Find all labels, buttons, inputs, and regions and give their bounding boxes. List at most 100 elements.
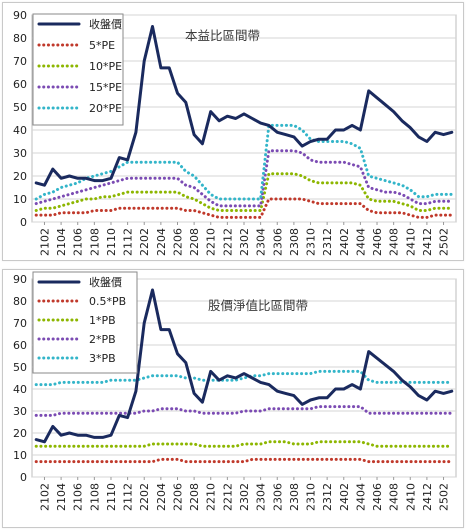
y-tick-label: 40 <box>13 383 27 396</box>
y-tick-label: 10 <box>13 449 27 462</box>
x-tick-label: 2312 <box>321 483 334 511</box>
y-tick-label: 30 <box>13 405 27 418</box>
y-tick-label: 60 <box>13 78 27 91</box>
y-tick-label: 20 <box>13 170 27 183</box>
series-line-4 <box>34 369 454 387</box>
x-tick-label: 2102 <box>38 483 51 511</box>
legend: 收盤價 0.5*PB 1*PB 2*PB 3*PB <box>32 271 138 374</box>
legend-label: 收盤價 <box>89 17 122 31</box>
y-tick-label: 70 <box>13 55 27 68</box>
x-tick-label: 2110 <box>105 228 118 256</box>
x-tick-label: 2108 <box>88 483 101 511</box>
x-tick-label: 2212 <box>221 228 234 256</box>
x-tick-label: 2204 <box>155 228 168 256</box>
x-tick-label: 2410 <box>404 228 417 256</box>
x-tick-label: 2206 <box>171 483 184 511</box>
series-line-3 <box>34 149 454 208</box>
x-tick-label: 2208 <box>188 228 201 256</box>
x-tick-label: 2402 <box>338 483 351 511</box>
x-tick-label: 2402 <box>338 228 351 256</box>
x-tick-label: 2104 <box>55 483 68 511</box>
x-tick-label: 2404 <box>354 228 367 256</box>
series-line-0 <box>34 25 454 187</box>
x-tick-label: 2110 <box>105 483 118 511</box>
series-line-1 <box>34 197 454 219</box>
x-tick-label: 2412 <box>421 483 434 511</box>
x-tick-label: 2102 <box>38 228 51 256</box>
legend-label: 收盤價 <box>89 275 122 289</box>
x-tick-label: 2310 <box>305 228 318 256</box>
series-line-2 <box>34 440 454 448</box>
legend-label: 1*PB <box>89 314 116 327</box>
series-line-2 <box>34 172 454 212</box>
y-tick-label: 90 <box>13 273 27 286</box>
x-tick-label: 2502 <box>438 483 451 511</box>
legend-label: 5*PE <box>89 39 115 52</box>
y-tick-label: 40 <box>13 124 27 137</box>
y-tick-label: 30 <box>13 147 27 160</box>
x-tick-label: 2212 <box>221 483 234 511</box>
x-tick-label: 2104 <box>55 228 68 256</box>
x-tick-label: 2210 <box>205 228 218 256</box>
x-tick-label: 2112 <box>122 228 135 256</box>
x-tick-label: 2406 <box>371 483 384 511</box>
x-tick-label: 2410 <box>404 483 417 511</box>
x-tick-label: 2204 <box>155 483 168 511</box>
x-tick-label: 2408 <box>388 228 401 256</box>
x-tick-label: 2406 <box>371 228 384 256</box>
x-tick-label: 2302 <box>238 483 251 511</box>
pe-band-chart-svg: 0 10 20 30 40 50 60 70 80 90 2102 2104 2106 2108 2110 2… <box>13 9 457 256</box>
legend-label: 20*PE <box>89 102 122 115</box>
x-tick-label: 2306 <box>271 483 284 511</box>
series-line-4 <box>34 123 454 201</box>
x-tick-label: 2302 <box>238 228 251 256</box>
x-tick-label: 2408 <box>388 483 401 511</box>
y-tick-label: 20 <box>13 427 27 440</box>
pb-band-chart-svg: 0 10 20 30 40 50 60 70 80 90 2102 2104 2106 2108 2110 2… <box>13 271 457 511</box>
y-tick-label: 50 <box>13 361 27 374</box>
x-tick-label: 2502 <box>438 228 451 256</box>
series-line-0 <box>34 288 454 444</box>
x-tick-label: 2108 <box>88 228 101 256</box>
legend-label: 3*PB <box>89 352 116 365</box>
legend-label: 10*PE <box>89 60 122 73</box>
series-line-3 <box>34 405 454 417</box>
y-tick-label: 0 <box>20 216 27 229</box>
y-tick-label: 80 <box>13 295 27 308</box>
x-tick-label: 2308 <box>288 228 301 256</box>
y-tick-label: 50 <box>13 101 27 114</box>
x-tick-label: 2202 <box>138 483 151 511</box>
pe-band-chart: 0 10 20 30 40 50 60 70 80 90 2102 2104 2106 2108 2110 2… <box>2 2 464 261</box>
legend-label: 2*PB <box>89 333 116 346</box>
legend: 收盤價 5*PE 10*PE 15*PE 20*PE <box>32 13 124 126</box>
x-tick-label: 2208 <box>188 483 201 511</box>
y-tick-label: 0 <box>20 471 27 484</box>
chart-title: 股價淨值比區間帶 <box>208 298 308 313</box>
x-tick-label: 2412 <box>421 228 434 256</box>
y-tick-label: 90 <box>13 9 27 22</box>
x-tick-label: 2206 <box>171 228 184 256</box>
x-tick-label: 2308 <box>288 483 301 511</box>
x-tick-label: 2210 <box>205 483 218 511</box>
x-tick-label: 2306 <box>271 228 284 256</box>
legend-label: 0.5*PB <box>89 295 126 308</box>
pb-band-chart: 0 10 20 30 40 50 60 70 80 90 2102 2104 2106 2108 2110 2… <box>2 269 464 528</box>
x-tick-label: 2202 <box>138 228 151 256</box>
y-tick-label: 60 <box>13 339 27 352</box>
legend-box <box>32 13 124 126</box>
y-tick-label: 70 <box>13 317 27 330</box>
x-tick-label: 2112 <box>122 483 135 511</box>
legend-box <box>32 271 138 374</box>
x-tick-label: 2404 <box>354 483 367 511</box>
x-tick-label: 2106 <box>72 228 85 256</box>
series-line-1 <box>34 457 454 464</box>
y-tick-label: 10 <box>13 193 27 206</box>
legend-label: 15*PE <box>89 81 122 94</box>
chart-title: 本益比區間帶 <box>185 28 260 43</box>
x-tick-label: 2106 <box>72 483 85 511</box>
x-tick-label: 2312 <box>321 228 334 256</box>
x-tick-label: 2304 <box>255 228 268 256</box>
x-tick-label: 2310 <box>305 483 318 511</box>
y-tick-label: 80 <box>13 32 27 45</box>
x-tick-label: 2304 <box>255 483 268 511</box>
